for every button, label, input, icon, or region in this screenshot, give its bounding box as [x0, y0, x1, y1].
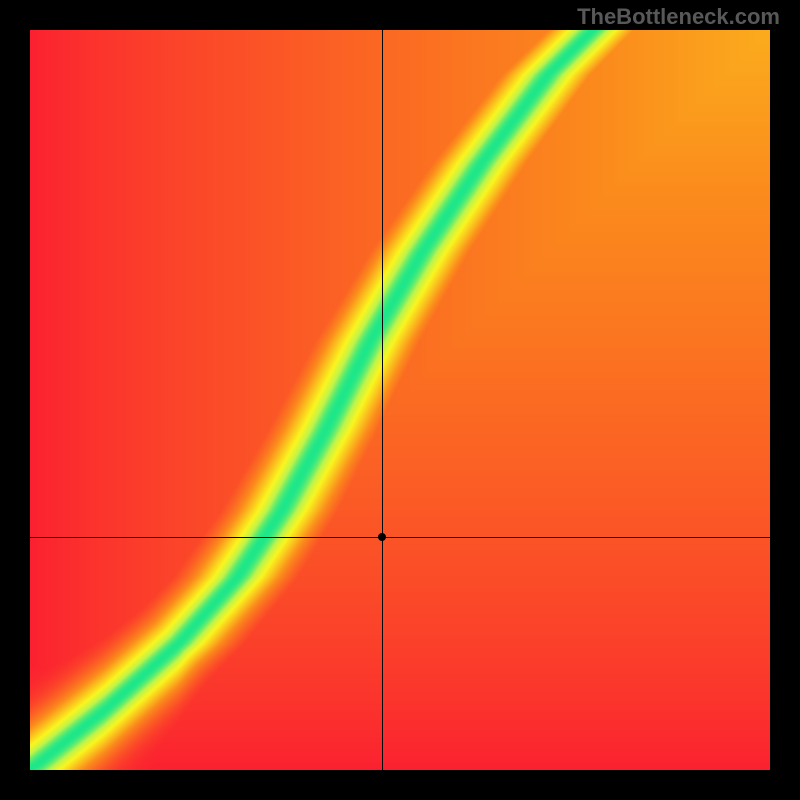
data-point-marker [378, 533, 386, 541]
chart-container: TheBottleneck.com [0, 0, 800, 800]
crosshair-vertical [382, 30, 383, 770]
watermark-text: TheBottleneck.com [577, 4, 780, 30]
crosshair-horizontal [30, 537, 770, 538]
plot-area [30, 30, 770, 770]
heatmap-canvas [30, 30, 770, 770]
